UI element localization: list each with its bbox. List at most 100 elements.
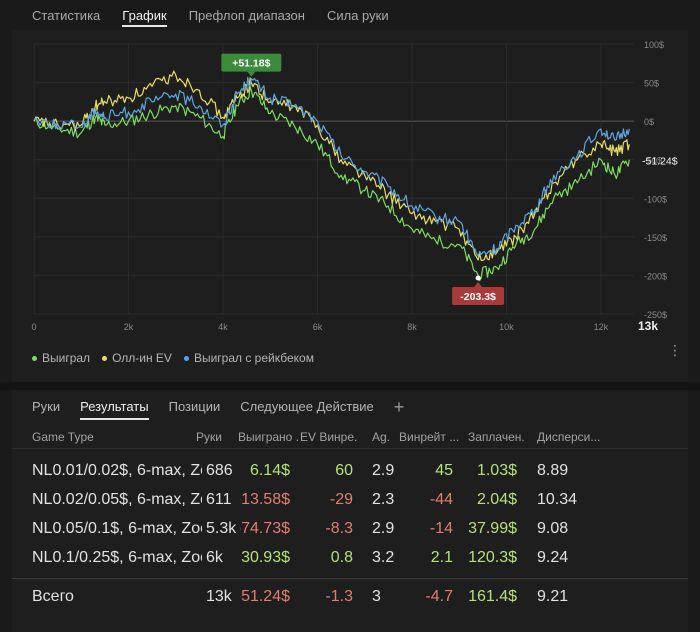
cell-ev-winrate: -8.3 [325,519,353,537]
total-dispersion: 9.21 [537,587,569,605]
cell-aggression: 2.3 [372,490,395,508]
total-hands: 13k [206,587,232,605]
cell-winrate: 2.1 [430,548,453,566]
y-tick-label: -100$ [644,194,667,204]
total-divider [12,578,688,579]
table-row[interactable]: NL0.05/0.1$, 6-max, Zoom5.3k-74.73$ -8.3 2… [12,514,688,543]
cell-game-type: NL0.05/0.1$, 6-max, Zoom [32,519,202,537]
cell-ev-winrate: 0.8 [330,548,353,566]
tab-hand-strength[interactable]: Сила руки [326,8,389,23]
tab-graph[interactable]: График [122,0,168,30]
y-tick-label: 100$ [644,40,664,50]
total-ev: -1.3 [325,587,353,605]
cell-winrate: 45 [435,461,453,479]
cell-winrate: -14 [429,519,453,537]
legend-dot-icon [32,355,37,361]
table-row[interactable]: NL0.01/0.02$, 6-max, Zoom686 6.14$ 60 2.9 45… [12,456,688,485]
series-line-1 [33,70,630,261]
table-row[interactable]: NL0.1/0.25$, 6-max, Zoom6k 30.93$ 0.8 3.2 2.… [12,543,688,572]
cell-ev-winrate: -29 [329,490,353,508]
header-won[interactable]: Выиграно ... [238,430,298,444]
cell-game-type: NL0.02/0.05$, 6-max, Zoom [32,490,202,508]
total-row[interactable]: Всего 13k -51.24$ -1.3 3 -4.7 161.4$ 9.2… [12,582,688,611]
total-winrate: -4.7 [425,587,453,605]
section-divider [0,382,700,390]
min-point-marker [475,275,481,281]
total-ag: 3 [372,587,381,605]
legend-item-allin-ev[interactable]: Олл-ин EV [102,351,172,365]
max-label: +51.18$ [232,58,270,70]
y-tick-label: 50$ [644,79,659,89]
tab-results[interactable]: Результаты [80,399,150,420]
cell-won: 6.14$ [249,461,290,479]
total-game: Всего [32,587,74,605]
legend-label: Выиграл с рейкбеком [193,351,314,365]
cell-aggression: 2.9 [372,519,395,537]
min-label: -203.3$ [460,291,496,303]
tab-statistics[interactable]: Статистика [32,8,101,23]
legend-item-won-rakeback[interactable]: Выиграл с рейкбеком [183,351,314,365]
min-label-box [452,286,505,305]
x-tick-current: 13k [638,319,658,333]
y-tick-label: -150$ [644,233,667,243]
x-tick-label: 8k [407,322,417,332]
cell-game-type: NL0.1/0.25$, 6-max, Zoom [32,548,202,566]
cell-hands: 611 [206,490,232,508]
sub-tab-bar: Руки Результаты Позиции Следующее Действ… [32,394,404,420]
x-tick-label: 0 [31,322,36,332]
header-divider [12,448,688,449]
max-label-box [221,53,282,72]
cell-won: 30.93$ [241,548,290,566]
legend-dot-icon [183,355,189,361]
legend-label: Выиграл [42,351,91,365]
max-label-pointer [247,71,256,77]
winnings-chart[interactable]: 100$ 50$ 0$ -50$ -100$ -150$ -200$ -250$ 0 2k 4k 6k… [12,30,688,350]
cell-dispersion: 9.24 [537,548,569,566]
cell-aggression: 2.9 [372,461,395,479]
series-line-2 [33,76,630,257]
table-row[interactable]: NL0.02/0.05$, 6-max, Zoom611 -13.58$ -29 2.… [12,485,688,514]
header-paid[interactable]: Заплачен... [468,430,524,444]
cell-dispersion: 10.34 [537,490,578,508]
cell-game-type: NL0.01/0.02$, 6-max, Zoom [32,461,202,479]
cell-won: -13.58$ [240,490,290,508]
x-tick-label: 2k [124,322,134,332]
legend-item-won[interactable]: Выиграл [32,351,90,365]
add-tab-icon[interactable]: + [393,397,405,417]
cell-ev-winrate: 60 [335,461,353,479]
header-winrate[interactable]: Винрейт ... [399,430,459,444]
tab-next-action[interactable]: Следующее Действие [240,399,374,414]
table-header: Game Type Руки Выиграно ... EV Винре... … [12,424,688,450]
x-tick-label: 12k [594,322,609,332]
more-options-icon[interactable]: ⋮ [668,342,682,358]
tab-preflop-range[interactable]: Префлоп диапазон [188,8,305,23]
tab-positions[interactable]: Позиции [168,399,221,414]
results-table: Game Type Руки Выиграно ... EV Винре... … [12,424,688,450]
total-won: -51.24$ [240,587,290,605]
cell-paid: 120.3$ [469,548,517,566]
series-line-0 [33,85,630,282]
y-tick-label: 0$ [644,117,654,127]
legend-dot-icon [102,355,108,361]
y-tick-label: -50$ [644,156,662,166]
chart-legend: Выиграл Олл-ин EV Выиграл с рейкбеком [32,351,314,365]
min-label-pointer [474,281,483,287]
top-tab-bar: Статистика График Префлоп диапазон Сила … [0,0,700,30]
header-ev-winrate[interactable]: EV Винре... [300,430,358,444]
cell-won: -74.73$ [240,519,290,537]
y-tick-label: -200$ [644,271,667,281]
cell-dispersion: 9.08 [537,519,569,537]
header-dispersion[interactable]: Дисперси... [537,430,601,444]
header-aggression[interactable]: Ag. [372,430,391,444]
cell-paid: 2.04$ [476,490,517,508]
x-tick-label: 4k [218,322,228,332]
total-paid: 161.4$ [469,587,517,605]
header-game-type[interactable]: Game Type [32,430,94,444]
results-panel: Руки Результаты Позиции Следующее Действ… [12,390,688,632]
tab-hands[interactable]: Руки [32,399,61,414]
legend-label: Олл-ин EV [112,351,172,365]
cell-hands: 5.3k [206,519,237,537]
x-tick-label: 6k [313,322,323,332]
header-hands[interactable]: Руки [196,430,222,444]
cell-hands: 6k [206,548,223,566]
